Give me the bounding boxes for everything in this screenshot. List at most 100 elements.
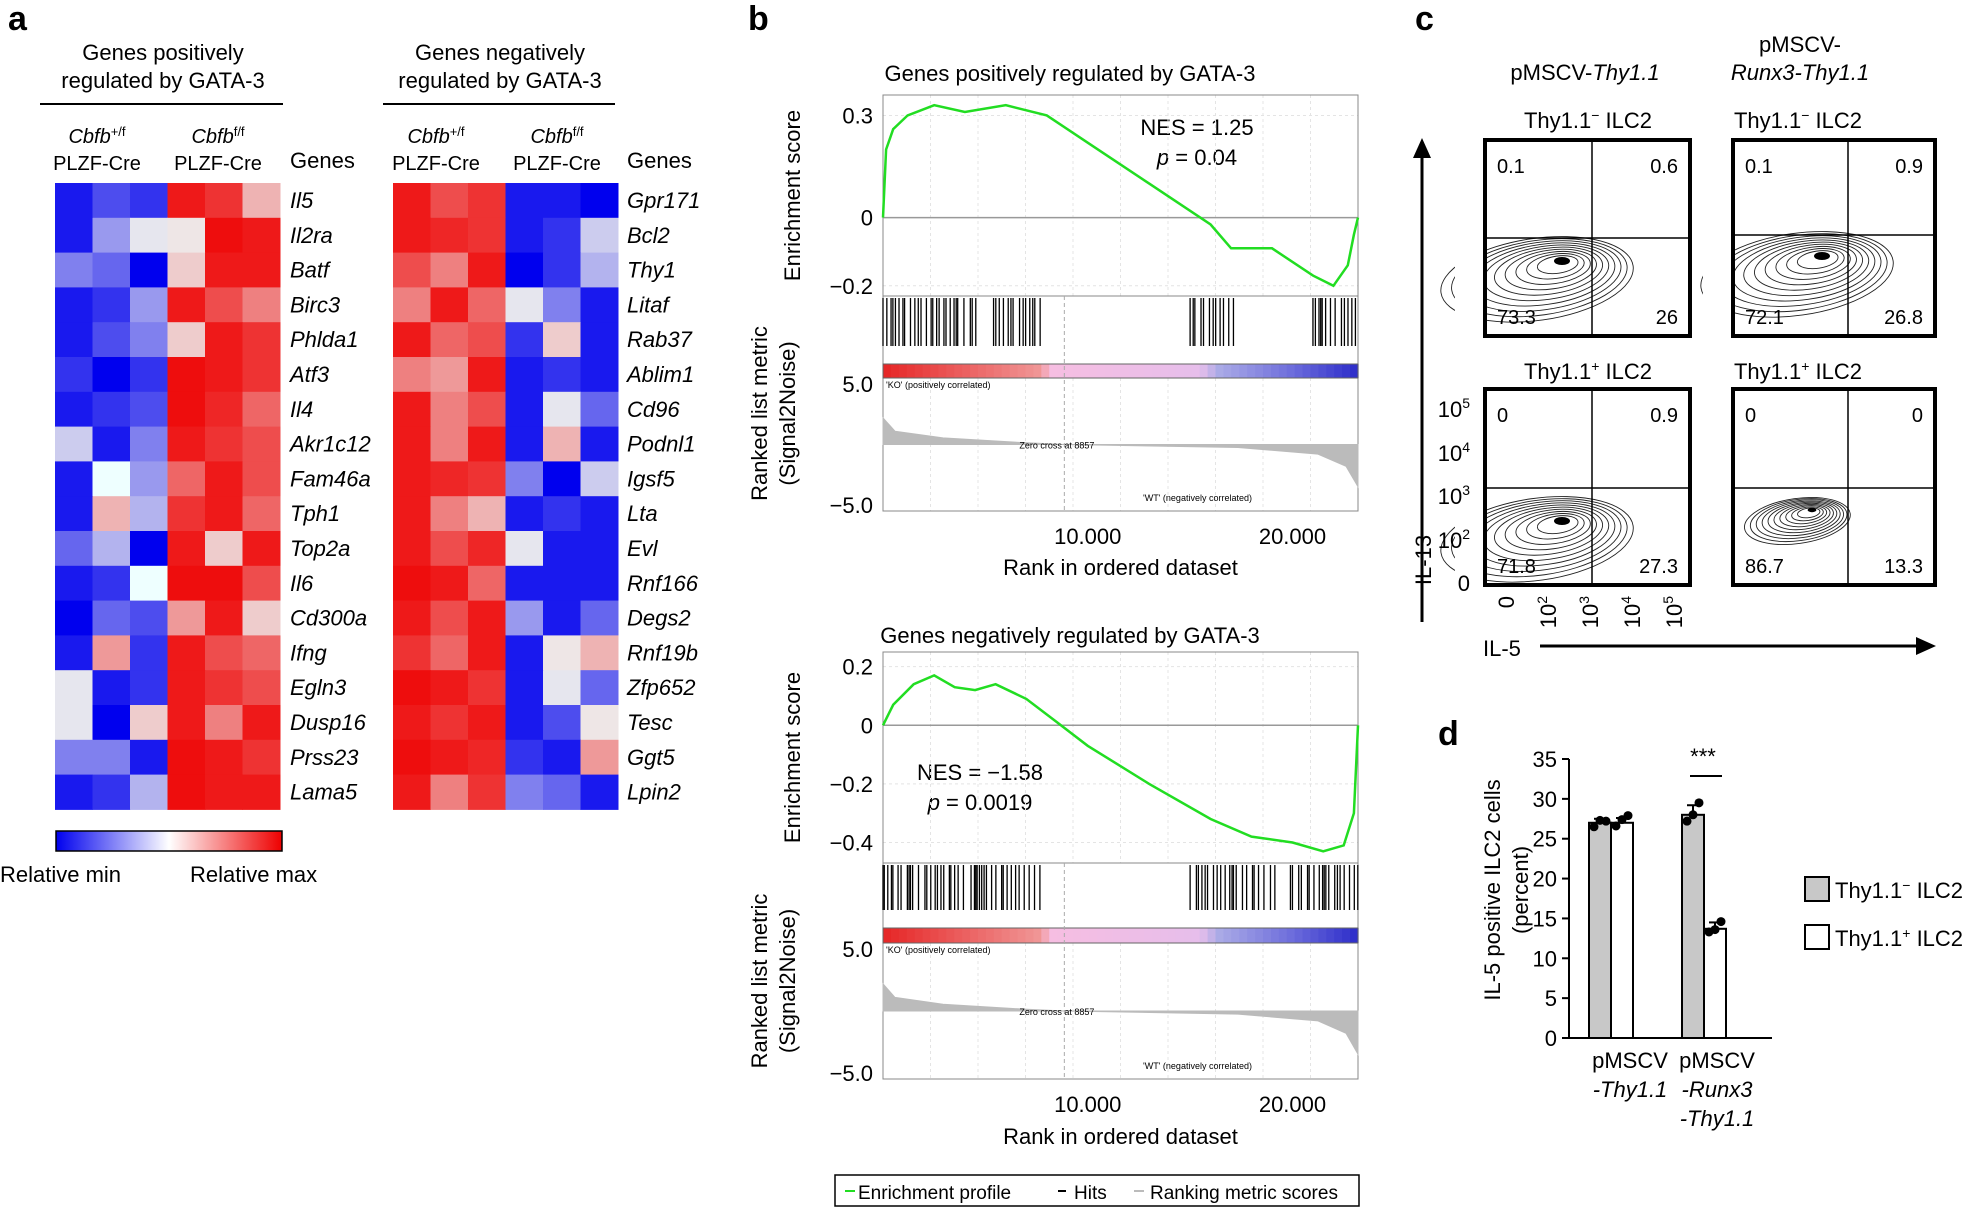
heatmap-panel: Genes positively regulated by GATA-3 Gen… <box>0 40 700 887</box>
heatmap-cell <box>393 496 431 532</box>
heatmap-cell <box>393 461 431 497</box>
contour-line <box>1749 498 1848 543</box>
heatmap-cell <box>242 635 281 671</box>
scale-min-label: Relative min <box>0 862 121 887</box>
heatmap-cell <box>580 217 619 254</box>
heatmap-cell <box>205 705 243 741</box>
ranking-color-segment <box>1342 928 1351 943</box>
heatmap-cell <box>468 496 506 532</box>
heatmap-cell <box>130 287 168 323</box>
heatmap-cell <box>430 252 469 288</box>
heatmap-cell <box>543 357 581 393</box>
flow-plot-frame <box>1483 387 1692 587</box>
quadrant-ll-value: 71.8 <box>1497 556 1536 578</box>
gene-label: Thy1 <box>627 258 676 283</box>
heatmap-cell <box>543 217 581 254</box>
ranking-color-segment <box>970 928 979 943</box>
gene-label: Degs2 <box>627 606 691 631</box>
heatmap-cell <box>130 705 168 741</box>
heatmap-cell <box>167 322 206 358</box>
ranking-color-segment <box>906 928 916 943</box>
heatmap-cell <box>92 670 131 706</box>
group-wt-genotype-neg: Cbfb+/f <box>407 124 464 148</box>
ranking-color-segment <box>1033 364 1042 378</box>
flow-x-tick-base: 10 <box>1620 604 1645 628</box>
contour-line <box>1773 502 1834 531</box>
heatmap-cell <box>167 531 206 567</box>
data-point <box>1688 810 1698 820</box>
ranking-color-segment <box>1199 928 1209 943</box>
gsea-title: Genes positively regulated by GATA-3 <box>885 61 1256 86</box>
heatmap-cell <box>543 496 581 532</box>
data-point <box>1694 798 1704 808</box>
mask <box>1703 387 1731 587</box>
heatmap-cell <box>580 739 619 776</box>
heatmap-cell <box>543 600 581 636</box>
heatmap-cell <box>130 357 168 393</box>
es-axis-label: Enrichment score <box>780 110 805 281</box>
ranking-color-segment <box>1191 364 1201 378</box>
heatmap-cell <box>92 287 131 323</box>
gene-label: Atf3 <box>288 362 330 387</box>
bar <box>1681 813 1705 1039</box>
ranking-color-segment <box>1294 364 1304 378</box>
flow-plot-frame <box>1731 387 1937 587</box>
flow-x-tick-base: 10 <box>1578 604 1603 628</box>
ranking-color-segment <box>1175 364 1185 378</box>
neg-title-line2: regulated by GATA-3 <box>398 68 601 93</box>
heatmap-cell <box>92 252 131 288</box>
data-point <box>1601 816 1611 826</box>
ranking-color-segment <box>914 928 924 943</box>
heatmap-cell <box>167 496 206 532</box>
heatmap-cell <box>167 635 206 671</box>
heatmap-cell <box>55 287 93 323</box>
heatmap-cell <box>55 322 93 358</box>
heatmap-cell <box>55 217 93 254</box>
heatmap-cell <box>580 183 619 219</box>
heatmap-cell <box>242 705 281 741</box>
gene-label: Tesc <box>627 710 673 735</box>
heatmap-cell <box>543 670 581 706</box>
heatmap-cell <box>468 426 506 462</box>
quadrant-ll-value: 86.7 <box>1745 556 1784 578</box>
heatmap-cell <box>130 774 168 810</box>
ranking-color-segment <box>946 364 955 378</box>
quadrant-ul-value: 0 <box>1497 405 1508 427</box>
ranking-color-segment <box>1001 928 1011 943</box>
ranking-color-segment <box>970 364 979 378</box>
ranking-color-segment <box>1207 364 1217 378</box>
heatmap-cell <box>55 391 93 428</box>
ranking-color-segment <box>1270 928 1280 943</box>
gene-label: Rnf166 <box>627 571 699 596</box>
heatmap-cell <box>580 391 619 428</box>
heatmap-negative: Gpr171 Bcl2 Thy1 Litaf Rab37 Ablim1 Cd96 Podnl1… <box>393 183 700 810</box>
ranking-color-segment <box>938 364 947 378</box>
gene-label: Cd96 <box>627 397 680 422</box>
heatmap-cell <box>205 531 243 567</box>
ko-label: 'KO' (positively correlated) <box>886 380 990 390</box>
heatmap-cell <box>130 426 168 462</box>
y-tick-label: 5 <box>1545 986 1557 1011</box>
heatmap-cell <box>130 739 168 776</box>
heatmap-cell <box>167 461 206 497</box>
pos-title-line2: regulated by GATA-3 <box>61 68 264 93</box>
flow-x-tick-label: 105 <box>1660 596 1687 628</box>
ranking-color-segment <box>1286 364 1296 378</box>
x-axis-label: Rank in ordered dataset <box>1003 1124 1238 1149</box>
mask <box>1731 587 1937 597</box>
metric-axis-label: Ranked list metric <box>747 326 772 501</box>
heatmap-cell <box>242 252 281 288</box>
flow-y-tick-base: 10 <box>1438 397 1462 422</box>
legend-label-neg: Thy1.1− ILC2 <box>1835 877 1963 903</box>
flow-x-tick-label: 104 <box>1618 596 1645 628</box>
gene-label: Bcl2 <box>627 223 670 248</box>
group-wt-cre-neg: PLZF-Cre <box>392 153 480 175</box>
heatmap-cell <box>130 391 168 428</box>
heatmap-cell <box>543 426 581 462</box>
category2-line2: -Runx3 <box>1682 1077 1754 1102</box>
gsea-legend-box <box>834 1174 1360 1207</box>
flow-x-tick-label: 103 <box>1576 596 1603 628</box>
ranking-color-segment <box>898 364 908 378</box>
heatmap-cell <box>242 461 281 497</box>
legend-hits-label: Hits <box>1074 1183 1107 1204</box>
